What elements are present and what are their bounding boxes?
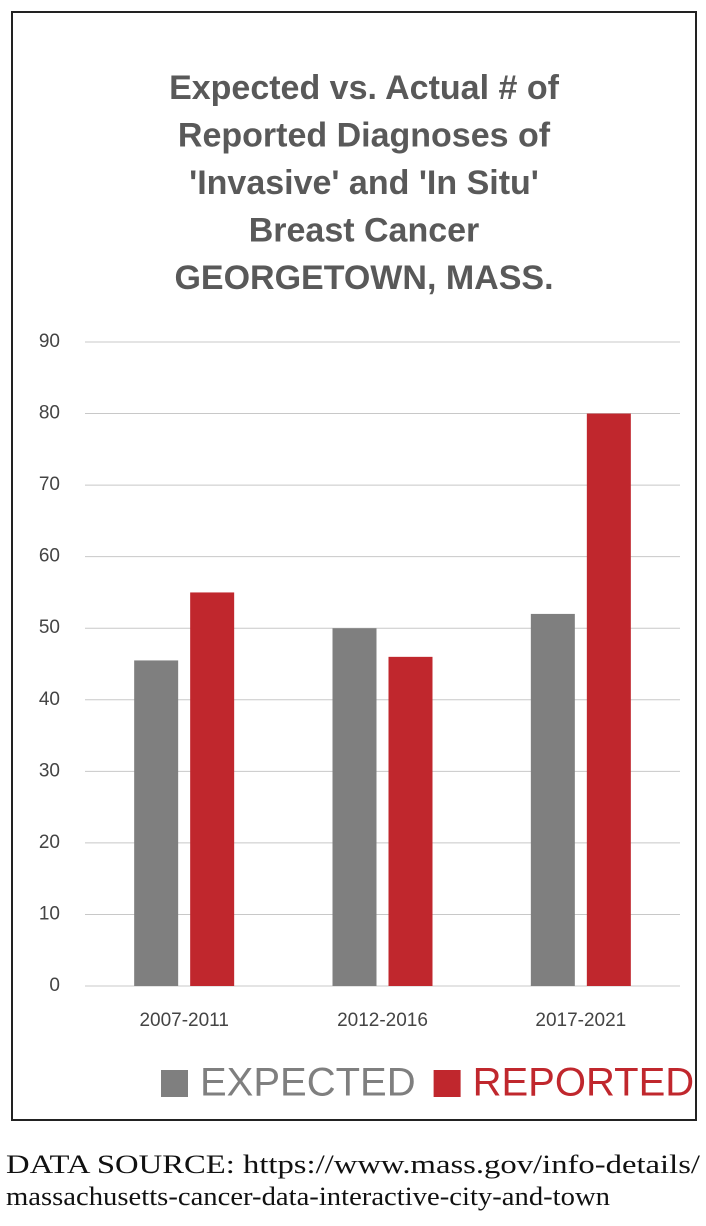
- chart-title: Expected vs. Actual # of: [169, 69, 560, 107]
- legend-label: REPORTED: [473, 1061, 695, 1105]
- x-tick-label: 2017-2021: [535, 1010, 626, 1031]
- bar: [586, 413, 631, 986]
- legend-label: EXPECTED: [200, 1061, 416, 1105]
- source-note: DATA SOURCE: https://www.mass.gov/info-d…: [6, 1150, 701, 1179]
- chart-title: GEORGETOWN, MASS.: [174, 259, 553, 297]
- chart-title: 'Invasive' and 'In Situ': [189, 164, 539, 202]
- y-tick-label: 10: [39, 903, 60, 924]
- x-tick-label: 2012-2016: [337, 1010, 428, 1031]
- y-tick-label: 70: [39, 474, 60, 495]
- x-tick-label: 2007-2011: [139, 1010, 228, 1031]
- y-tick-label: 0: [49, 975, 60, 996]
- y-tick-label: 80: [39, 403, 60, 424]
- y-tick-label: 50: [39, 617, 60, 638]
- y-tick-label: 90: [39, 331, 60, 352]
- bar: [332, 628, 377, 986]
- bar: [530, 613, 575, 986]
- legend-swatch: [161, 1070, 188, 1097]
- y-tick-label: 20: [39, 832, 60, 853]
- bar: [134, 660, 179, 986]
- source-note: massachusetts-cancer-data-interactive-ci…: [6, 1182, 610, 1211]
- bar: [388, 656, 433, 986]
- y-tick-label: 40: [39, 689, 60, 710]
- y-tick-label: 60: [39, 546, 60, 567]
- y-tick-label: 30: [39, 760, 60, 781]
- legend-swatch: [433, 1070, 461, 1097]
- bar: [190, 592, 235, 986]
- chart-title: Reported Diagnoses of: [178, 116, 551, 154]
- chart-title: Breast Cancer: [249, 211, 480, 249]
